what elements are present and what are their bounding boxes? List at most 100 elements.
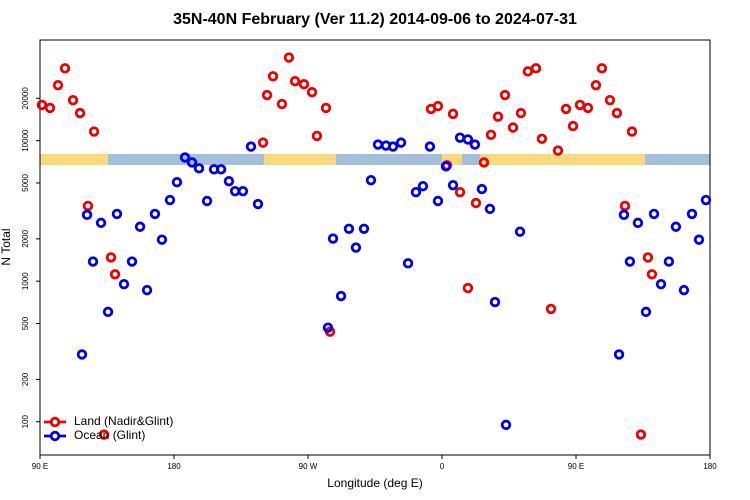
point — [462, 282, 474, 294]
y-axis-label: N Total — [0, 228, 13, 265]
point — [618, 209, 630, 221]
point — [201, 195, 213, 207]
legend-marker — [49, 430, 61, 442]
point — [646, 269, 658, 280]
point — [267, 71, 279, 82]
point — [141, 284, 153, 296]
point — [237, 185, 249, 197]
point — [335, 290, 347, 302]
point — [424, 141, 436, 152]
point — [492, 111, 504, 122]
point — [476, 183, 488, 195]
x-tick-label: 90 E — [32, 462, 48, 471]
ocean-strip — [108, 154, 264, 165]
point — [134, 221, 146, 232]
point — [343, 223, 355, 234]
point — [186, 157, 198, 168]
point — [507, 122, 519, 133]
point — [454, 132, 466, 143]
x-tick-label: 180 — [703, 462, 717, 471]
point — [350, 242, 362, 253]
point — [670, 221, 682, 232]
point — [462, 134, 474, 145]
point — [432, 100, 444, 112]
point — [126, 256, 138, 267]
point — [454, 186, 466, 198]
point — [624, 256, 636, 267]
point — [432, 195, 444, 207]
y-tick-label: 100 — [21, 415, 30, 429]
x-tick-label: 90 E — [568, 462, 584, 471]
point — [447, 179, 459, 191]
point — [530, 63, 542, 74]
point — [81, 209, 93, 221]
point — [193, 163, 205, 174]
ocean-strip — [462, 154, 480, 165]
point — [686, 208, 698, 220]
point — [469, 139, 481, 150]
point — [276, 98, 288, 110]
point — [522, 66, 534, 77]
point — [105, 252, 117, 263]
point — [74, 107, 86, 119]
point — [402, 258, 414, 269]
point — [156, 234, 168, 245]
point — [88, 126, 100, 137]
point — [311, 130, 323, 142]
point — [164, 194, 176, 206]
point — [109, 269, 121, 280]
point — [632, 217, 644, 229]
x-tick-label: 180 — [167, 462, 181, 471]
point — [590, 79, 602, 91]
point — [320, 102, 332, 114]
land-ocean-strip — [40, 154, 710, 165]
point — [67, 94, 79, 106]
point — [640, 306, 652, 318]
point — [560, 103, 572, 115]
point — [611, 107, 623, 119]
point — [642, 252, 654, 263]
point — [470, 197, 482, 209]
point — [489, 296, 501, 308]
point — [536, 133, 548, 145]
y-tick-label: 2000 — [21, 229, 30, 247]
point — [102, 306, 114, 318]
point — [567, 120, 579, 132]
point — [648, 208, 660, 220]
y-tick-label: 10000 — [21, 129, 30, 152]
point — [283, 52, 295, 63]
point — [229, 185, 241, 197]
point — [663, 256, 675, 267]
point — [358, 223, 370, 234]
ocean-strip — [336, 154, 442, 165]
point — [478, 157, 490, 168]
point — [387, 141, 399, 152]
point — [440, 161, 452, 172]
point — [252, 198, 264, 210]
point — [306, 87, 318, 98]
point — [499, 89, 511, 101]
point — [552, 145, 564, 156]
point — [410, 186, 422, 198]
point — [111, 208, 123, 220]
point — [257, 137, 269, 148]
point — [52, 79, 64, 91]
point — [171, 177, 183, 188]
chart-title: 35N-40N February (Ver 11.2) 2014-09-06 t… — [173, 11, 577, 28]
point — [95, 217, 107, 229]
point — [44, 102, 56, 114]
point — [619, 200, 631, 212]
point — [36, 99, 48, 111]
x-axis-label: Longitude (deg E) — [327, 476, 422, 490]
point — [327, 233, 339, 244]
point — [98, 429, 110, 440]
point — [118, 278, 130, 290]
point — [545, 303, 557, 315]
y-tick-label: 5000 — [21, 174, 30, 192]
point — [215, 164, 227, 175]
point — [500, 419, 512, 431]
x-tick-label: 90 W — [299, 462, 318, 471]
point — [179, 152, 191, 163]
legend-label: Ocean (Glint) — [74, 428, 145, 442]
